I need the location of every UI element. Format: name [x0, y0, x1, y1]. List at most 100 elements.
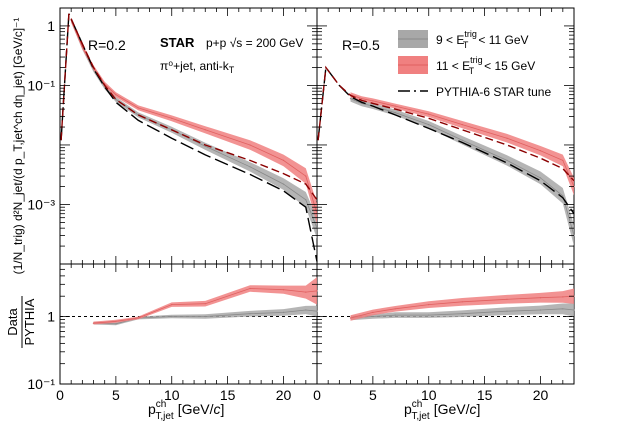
left-ratio-xtick-label-10: 10	[164, 387, 180, 403]
left-top-band-red-point-4	[115, 94, 117, 96]
right-ratio-band-gray-point-3	[428, 314, 430, 316]
x-title-right-sup: ch	[412, 399, 423, 410]
right-top-band-gray-point-0	[349, 98, 352, 100]
left-top-band-gray-point-7	[204, 145, 206, 147]
left-ratio-band-gray-point-3	[171, 315, 173, 318]
left-top-band-red-point-8	[249, 144, 251, 146]
right-top-band-red-band	[350, 92, 574, 196]
y-axis-title: (1/N_trig) d²N_jet/(d p_T,jet^ch dη_jet)…	[11, 18, 25, 275]
left-top-ytick-label-1: 10⁻¹	[27, 77, 55, 93]
x-title-right: pch T,jet [GeV/c]	[404, 399, 480, 422]
right-ratio-frame	[316, 263, 575, 385]
ratio-y-title: Data PYTHIA	[5, 296, 37, 348]
right-top-band-red-central-line	[350, 94, 575, 187]
left-top-band-red-point-9	[282, 159, 285, 161]
trigger-text: π⁰+jet, anti-k	[160, 59, 230, 73]
legend: 9 < E trig T < 11 GeV 11 < Etrig T < 15 GeV P…	[398, 29, 551, 99]
right-top-band-gray-band	[350, 95, 574, 247]
right-ratio-band-red-point-7	[562, 296, 564, 298]
left-ratio-band-gray-point-7	[305, 309, 307, 311]
right-ratio-band-red-point-6	[539, 297, 542, 299]
right-ratio-xtick-label-20: 20	[533, 387, 549, 403]
x-title-right-sub: T,jet	[411, 411, 430, 422]
left-top-band-red-point-1	[81, 46, 83, 48]
right-top-band-red-point-8	[562, 159, 564, 161]
legend-red-post: < 15 GeV	[484, 59, 535, 73]
x-title-left-sup: ch	[156, 399, 167, 410]
right-ratio-xtick-label-15: 15	[477, 387, 493, 403]
right-ratio-band-red-point-1	[372, 311, 374, 313]
legend-red-text: 11 < Etrig T < 15 GeV	[436, 55, 535, 76]
right-top-dash-red-line	[317, 65, 575, 182]
legend-pythia-text: PYTHIA-6 STAR tune	[436, 85, 551, 99]
left-ratio-xtick-label-20: 20	[276, 387, 292, 403]
right-ratio-band-red-point-5	[506, 298, 508, 300]
left-ratio-band-red-point-2	[137, 317, 139, 319]
tick-layer: 1 10⁻¹ 10⁻³ 1 10⁻¹ 5 10 15 20 0 5 10 15 20 0	[27, 7, 575, 403]
left-ratio-band-gray-point-1	[115, 323, 117, 325]
right-ratio-band-red-point-4	[461, 301, 463, 303]
left-ratio-band-gray-point-6	[282, 311, 285, 313]
right-ratio-band-gray-point-8	[573, 309, 575, 311]
left-ratio-band-red-point-6	[282, 289, 285, 291]
legend-gray-text: 9 < Etrig T < 11 GeV	[436, 29, 529, 50]
left-top-band-gray-point-4	[115, 98, 117, 101]
right-ratio-band-red-point-2	[394, 308, 396, 310]
x-title-left-close: ]	[221, 401, 225, 417]
x-title-left-c: c	[214, 401, 221, 417]
right-top-band-gray-central-line	[350, 98, 575, 236]
right-ratio-band-gray-point-4	[461, 313, 463, 315]
x-title-left-sub: T,jet	[155, 411, 174, 422]
right-top-band-red-point-4	[428, 113, 430, 115]
x-axis-title-left: pch T,jet [GeV/c]	[148, 399, 224, 422]
ratio-numerator: Data	[5, 308, 20, 336]
ratio-denominator: PYTHIA	[22, 298, 37, 345]
x-title-left-unit: [GeV/	[178, 401, 214, 417]
left-ratio-band-gray-point-5	[249, 313, 251, 315]
label-r02: R=0.2	[88, 37, 126, 53]
right-ratio-band-gray-band	[350, 303, 574, 321]
x-title-right-close: ]	[477, 401, 481, 417]
left-top-ytick-label-0: 1	[47, 18, 55, 34]
right-ratio-xtick-label-10: 10	[421, 387, 437, 403]
right-top-band-gray-point-8	[562, 195, 564, 197]
left-top-band-gray-point-8	[249, 166, 251, 168]
right-top-band-red-point-1	[361, 98, 363, 100]
legend-red-sup: trig	[470, 55, 483, 65]
legend-gray-pre: 9 < E	[436, 33, 464, 47]
panel-frames	[59, 7, 575, 385]
left-top-dash-red-line	[60, 13, 318, 201]
left-top-band-red-point-6	[171, 117, 173, 119]
left-ratio-xtick-label-5: 5	[112, 387, 120, 403]
right-top-band-gray-point-7	[539, 177, 542, 179]
left-top-ytick-label-2: 10⁻³	[27, 196, 55, 212]
legend-gray-post: < 11 GeV	[478, 33, 528, 47]
right-ratio-band-red-point-3	[428, 304, 430, 306]
left-ratio-band-gray-point-8	[316, 310, 318, 312]
right-top-band-gray-point-5	[461, 139, 463, 141]
left-ratio-band-red-point-8	[316, 290, 318, 292]
left-ratio-band-red-point-5	[249, 287, 251, 290]
left-ratio-band-gray-point-4	[204, 315, 206, 318]
right-top-band-red-point-5	[461, 124, 463, 126]
collision-label: p+p √s = 200 GeV	[206, 36, 303, 50]
left-top-band-red-point-10	[305, 175, 307, 177]
star-label: STAR	[160, 35, 195, 50]
left-ratio-band-red-point-7	[305, 291, 307, 293]
right-top-band-red-point-2	[372, 100, 374, 102]
right-top-band-gray-point-3	[394, 112, 396, 114]
left-ratio-xtick-label-15: 15	[220, 387, 236, 403]
trigger-label: π⁰+jet, anti-kT	[160, 59, 235, 75]
left-ratio-ytick-label-1: 10⁻¹	[27, 376, 55, 392]
left-ratio-band-red-point-3	[171, 304, 173, 306]
right-top-band-gray-point-6	[506, 159, 508, 161]
plot-layer	[60, 13, 575, 326]
label-r05: R=0.5	[342, 37, 380, 53]
right-ratio-band-gray-point-2	[394, 314, 396, 316]
legend-gray-sub: T	[463, 40, 469, 50]
left-ratio-xtick-label-0: 0	[56, 387, 64, 403]
right-ratio-band-gray-point-1	[372, 315, 374, 318]
right-top-dash-black-line	[317, 65, 575, 215]
right-top-band-gray-point-4	[428, 124, 430, 126]
